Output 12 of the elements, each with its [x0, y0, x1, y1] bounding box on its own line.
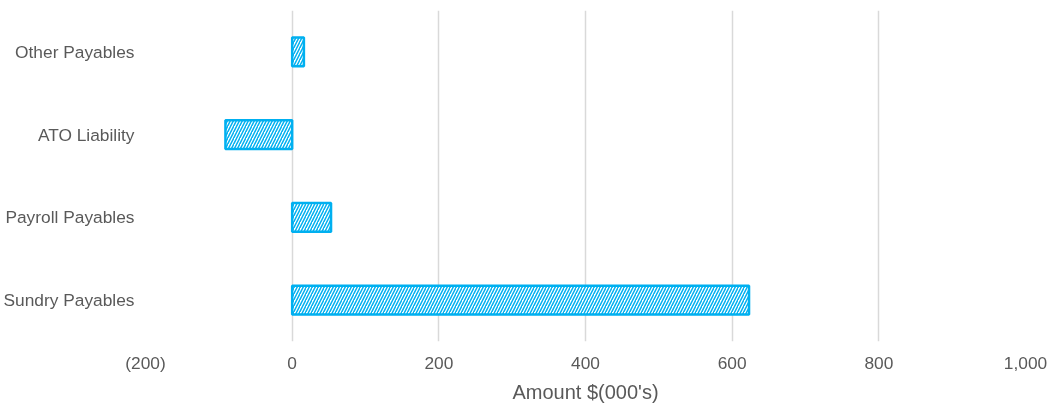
x-tick-label: 400 — [571, 352, 600, 373]
y-tick-label: Payroll Payables — [5, 207, 135, 228]
y-tick-label: Other Payables — [15, 41, 135, 62]
x-axis-title: Amount $(000's) — [512, 380, 659, 403]
x-tick-label: 200 — [424, 352, 454, 373]
x-tick-label: 1,000 — [1003, 352, 1048, 373]
y-tick-label: ATO Liability — [37, 124, 135, 145]
y-tick-label: Sundry Payables — [3, 290, 135, 311]
x-tick-label: (200) — [125, 352, 166, 373]
x-tick-label: 600 — [717, 352, 747, 373]
x-tick-label: 800 — [864, 352, 894, 373]
x-tick-label: 0 — [287, 352, 297, 373]
